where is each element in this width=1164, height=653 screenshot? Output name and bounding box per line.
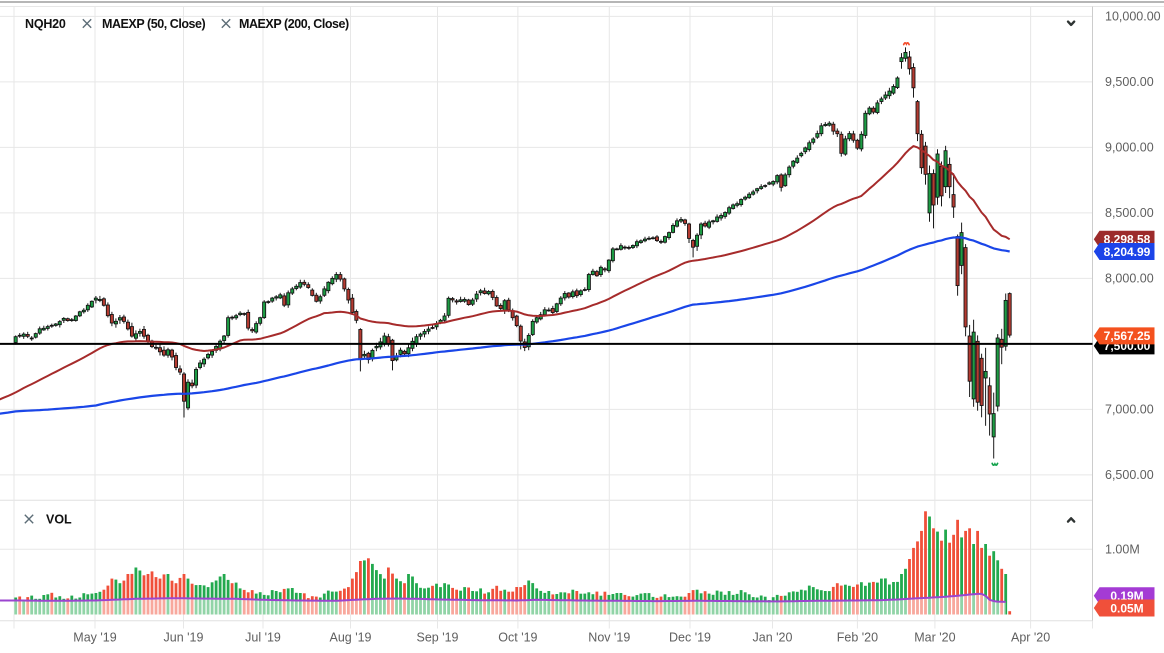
svg-text:Dec '19: Dec '19 xyxy=(669,631,711,645)
svg-text:1.00M: 1.00M xyxy=(1105,542,1140,556)
svg-text:0.05M: 0.05M xyxy=(1110,601,1143,615)
svg-text:NQH20: NQH20 xyxy=(25,17,66,31)
svg-text:9,500.00: 9,500.00 xyxy=(1105,75,1154,89)
svg-text:VOL: VOL xyxy=(46,513,72,527)
svg-text:Mar '20: Mar '20 xyxy=(914,631,955,645)
svg-text:MAEXP (50, Close): MAEXP (50, Close) xyxy=(102,17,206,31)
svg-text:Nov '19: Nov '19 xyxy=(588,631,630,645)
svg-text:6,500.00: 6,500.00 xyxy=(1105,468,1154,482)
svg-text:7,567.25: 7,567.25 xyxy=(1104,329,1151,343)
svg-text:8,500.00: 8,500.00 xyxy=(1105,206,1154,220)
svg-text:May '19: May '19 xyxy=(73,631,116,645)
svg-text:Jun '19: Jun '19 xyxy=(164,631,204,645)
svg-text:8,000.00: 8,000.00 xyxy=(1105,272,1154,286)
svg-text:10,000.00: 10,000.00 xyxy=(1105,10,1161,24)
svg-text:MAEXP (200, Close): MAEXP (200, Close) xyxy=(239,17,349,31)
svg-text:9,000.00: 9,000.00 xyxy=(1105,141,1154,155)
svg-text:Aug '19: Aug '19 xyxy=(329,631,371,645)
svg-text:Sep '19: Sep '19 xyxy=(416,631,458,645)
svg-text:Oct '19: Oct '19 xyxy=(498,631,537,645)
svg-text:8,204.99: 8,204.99 xyxy=(1104,245,1151,259)
svg-text:Jan '20: Jan '20 xyxy=(753,631,793,645)
svg-text:Apr '20: Apr '20 xyxy=(1011,631,1050,645)
svg-text:Feb '20: Feb '20 xyxy=(837,631,878,645)
svg-text:7,000.00: 7,000.00 xyxy=(1105,403,1154,417)
svg-text:Jul '19: Jul '19 xyxy=(245,631,281,645)
